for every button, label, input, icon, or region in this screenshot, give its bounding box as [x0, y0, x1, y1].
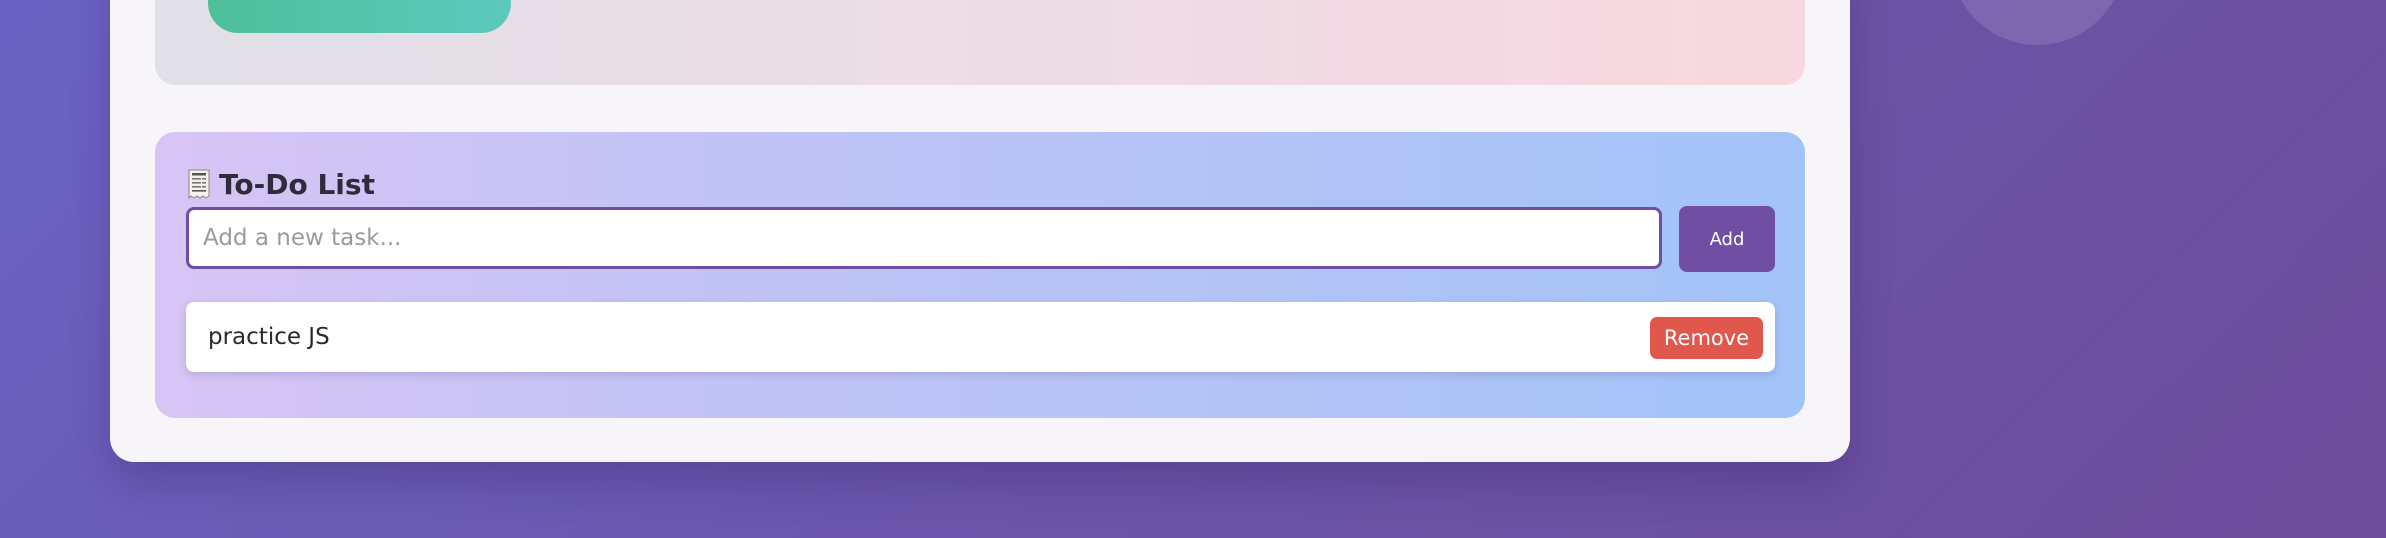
application-form-section: Submit Application: [155, 0, 1805, 85]
todo-title: To-Do List: [219, 167, 375, 201]
todo-list-section: To-Do List Add practice JS Remove: [155, 132, 1805, 418]
decorative-circle: [1950, 0, 2125, 45]
main-card: Submit Application To-Do List Add practi…: [110, 0, 1850, 462]
receipt-icon: [188, 169, 210, 199]
submit-application-button[interactable]: Submit Application: [208, 0, 511, 33]
new-task-input[interactable]: [186, 207, 1662, 269]
add-task-button[interactable]: Add: [1679, 206, 1775, 272]
remove-task-button[interactable]: Remove: [1650, 317, 1763, 359]
task-text: practice JS: [208, 324, 330, 350]
todo-header: To-Do List: [187, 167, 375, 201]
task-list-item: practice JS Remove: [186, 302, 1775, 372]
